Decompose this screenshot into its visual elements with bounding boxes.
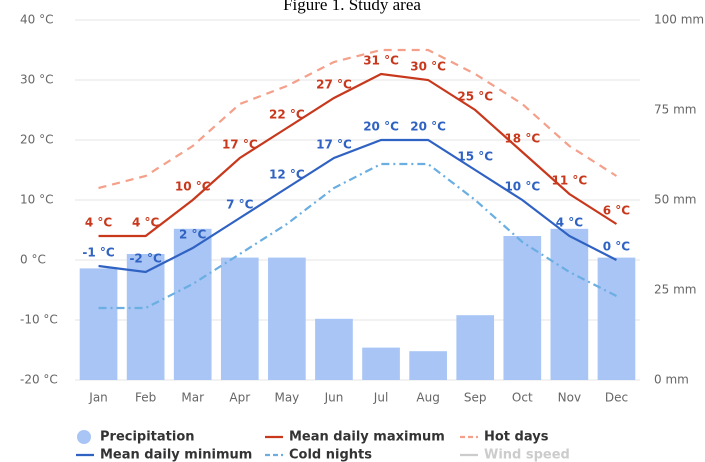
y-tick-label: 20 °C [20, 133, 53, 147]
x-tick-label: Sep [464, 391, 487, 405]
series-line [98, 48, 618, 190]
data-label: 10 °C [175, 180, 211, 194]
data-label: 4 °C [556, 216, 584, 230]
data-label: 0 °C [603, 240, 631, 254]
data-label: 20 °C [410, 120, 446, 134]
data-label: 11 °C [552, 174, 588, 188]
precipitation-bar [173, 228, 212, 380]
data-label: 2 °C [179, 228, 207, 242]
legend-swatch [77, 430, 91, 444]
precipitation-bar [220, 257, 259, 380]
data-label: -2 °C [129, 252, 162, 266]
y2-tick-label: 75 mm [654, 103, 696, 117]
y-tick-label: 30 °C [20, 73, 53, 87]
data-label: 17 °C [316, 138, 352, 152]
series-line [98, 162, 617, 310]
x-tick-label: Jan [88, 391, 108, 405]
data-label: 12 °C [269, 168, 305, 182]
data-label: 18 °C [504, 132, 540, 146]
series-line [98, 138, 617, 274]
precipitation-bar [362, 347, 400, 380]
precipitation-bar [409, 351, 447, 380]
x-tick-label: Feb [135, 391, 156, 405]
y2-tick-label: 0 mm [654, 373, 689, 387]
x-tick-label: Oct [512, 391, 533, 405]
data-label: 17 °C [222, 138, 258, 152]
data-label: 22 °C [269, 108, 305, 122]
y-tick-label: 10 °C [20, 193, 53, 207]
legend-label[interactable]: Mean daily minimum [100, 448, 252, 462]
data-label: -1 °C [82, 246, 115, 260]
data-label: 31 °C [363, 54, 399, 68]
x-tick-label: Jun [324, 391, 344, 405]
series-line [98, 72, 618, 238]
y2-tick-label: 100 mm [654, 13, 704, 27]
data-label: 4 °C [132, 216, 160, 230]
data-label: 6 °C [603, 204, 631, 218]
x-tick-label: Dec [605, 391, 628, 405]
x-tick-label: May [274, 391, 299, 405]
legend-label[interactable]: Hot days [484, 430, 549, 445]
precipitation-bar [550, 228, 589, 380]
data-label: 15 °C [457, 150, 493, 164]
precipitation-bar [503, 236, 542, 380]
y2-tick-label: 25 mm [654, 283, 696, 297]
x-tick-label: Nov [558, 391, 581, 405]
chart-title: Figure 1. Study area [283, 0, 421, 14]
precipitation-bar [315, 318, 353, 380]
data-label: 7 °C [226, 198, 254, 212]
y-tick-label: 40 °C [20, 13, 53, 27]
x-tick-label: Jul [373, 391, 388, 405]
y-tick-label: -20 °C [20, 373, 58, 387]
y2-tick-label: 50 mm [654, 193, 696, 207]
x-tick-label: Mar [181, 391, 204, 405]
y-tick-label: 0 °C [20, 253, 46, 267]
legend-label[interactable]: Wind speed [484, 448, 570, 462]
legend-label[interactable]: Mean daily maximum [289, 430, 445, 445]
y-tick-label: -10 °C [20, 313, 58, 327]
data-label: 25 °C [457, 90, 493, 104]
precipitation-bar [126, 254, 165, 380]
data-label: 30 °C [410, 60, 446, 74]
data-label: 27 °C [316, 78, 352, 92]
legend-label[interactable]: Cold nights [289, 448, 372, 462]
data-label: 10 °C [504, 180, 540, 194]
legend-label[interactable]: Precipitation [100, 430, 195, 445]
data-label: 4 °C [85, 216, 113, 230]
x-tick-label: Apr [229, 391, 250, 405]
x-tick-label: Aug [416, 391, 439, 405]
precipitation-bar [456, 315, 495, 380]
precipitation-bar [268, 257, 306, 380]
precipitation-bar [597, 257, 636, 380]
data-label: 20 °C [363, 120, 399, 134]
precipitation-bar [79, 268, 118, 380]
